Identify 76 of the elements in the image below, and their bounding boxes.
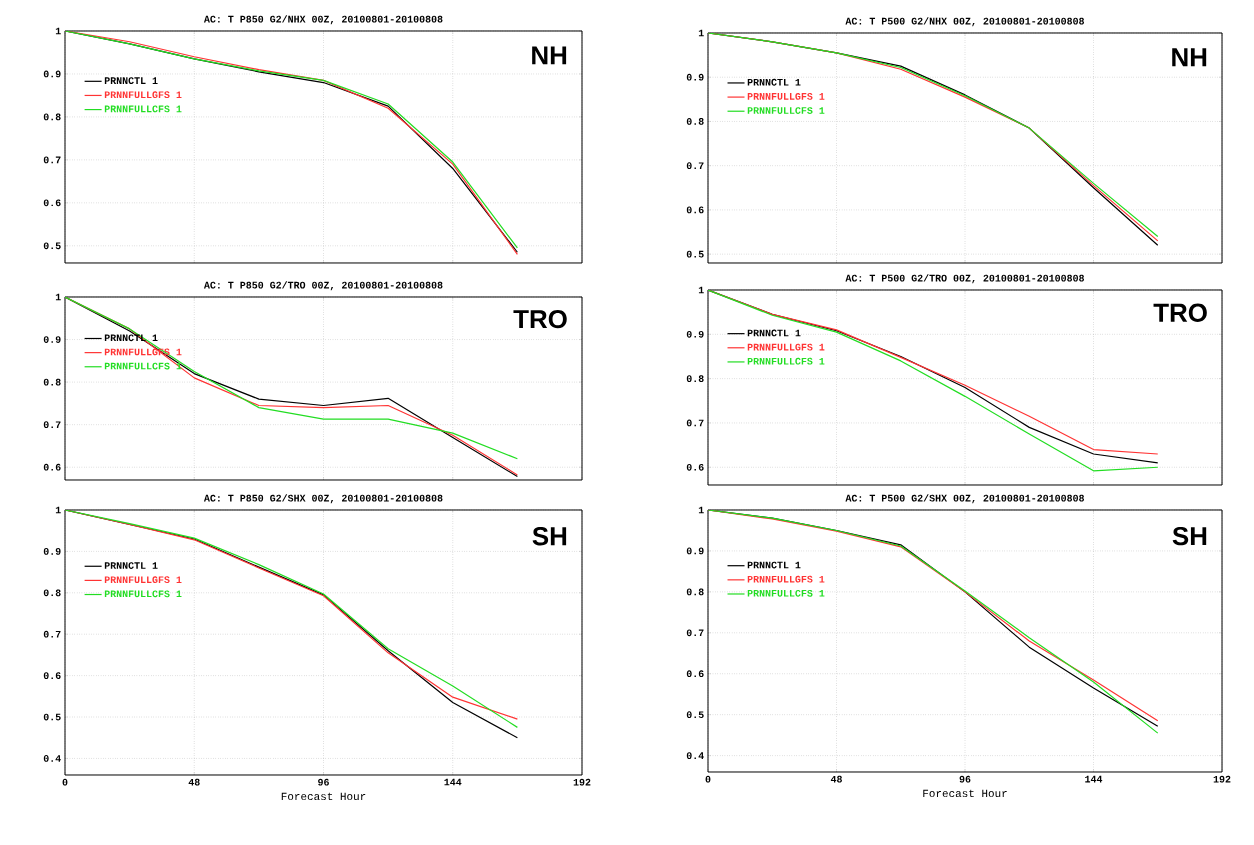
x-tick-label: 144 — [444, 778, 462, 786]
legend-label: PRNNCTL 1 — [104, 77, 158, 84]
y-tick-label: 0.7 — [686, 629, 704, 637]
x-tick-label: 0 — [705, 775, 711, 783]
y-tick-label: 0.8 — [686, 375, 704, 383]
y-tick-label: 0.9 — [43, 336, 61, 343]
annotation: NH — [532, 46, 567, 65]
y-tick-label: 0.6 — [686, 206, 704, 214]
y-tick-label: 0.8 — [43, 378, 61, 386]
y-tick-label: 0.8 — [43, 113, 61, 121]
y-tick-label: 0.9 — [686, 73, 704, 81]
chart-title: AC: T P500 G2/SHX 00Z, 20100801-20100808 — [845, 494, 1085, 504]
y-tick-label: 0.9 — [43, 548, 61, 555]
y-tick-label: 0.4 — [43, 755, 61, 762]
annotation: SH — [1172, 526, 1207, 546]
x-tick-label: 192 — [573, 778, 591, 786]
y-tick-label: 1 — [55, 27, 61, 35]
x-tick-label: 48 — [830, 775, 842, 783]
x-tick-label: 0 — [62, 778, 68, 786]
annotation: TRO — [1153, 303, 1207, 322]
annotation: SH — [532, 527, 567, 546]
y-tick-label: 0.6 — [686, 463, 704, 471]
y-tick-label: 0.5 — [43, 242, 61, 250]
x-tick-label: 144 — [1085, 775, 1103, 783]
y-tick-label: 0.8 — [686, 118, 704, 125]
legend-label: PRNNFULLCFS 1 — [747, 589, 825, 597]
y-tick-label: 1 — [698, 286, 704, 294]
legend-label: PRNNFULLCFS 1 — [104, 105, 182, 113]
legend-label: PRNNFULLGFS 1 — [747, 343, 825, 351]
x-tick-label: 96 — [959, 775, 971, 783]
y-tick-label: 0.5 — [686, 250, 704, 258]
y-tick-label: 1 — [55, 506, 61, 514]
legend-label: PRNNCTL 1 — [747, 561, 801, 569]
x-axis-title: Forecast Hour — [923, 789, 1007, 798]
legend-label: PRNNFULLGFS 1 — [747, 93, 825, 100]
y-tick-label: 0.6 — [43, 463, 61, 471]
y-tick-label: 0.4 — [686, 752, 704, 759]
y-tick-label: 0.7 — [43, 421, 61, 429]
chart-title: AC: T P850 G2/NHX 00Z, 20100801-20100808 — [203, 15, 443, 25]
x-tick-label: 96 — [318, 778, 329, 786]
chart-title: AC: T P850 G2/TRO 00Z, 20100801-20100808 — [203, 281, 443, 291]
y-tick-label: 0.7 — [686, 162, 704, 170]
y-tick-label: 0.7 — [43, 156, 61, 164]
legend-label: PRNNFULLCFS 1 — [747, 107, 825, 114]
y-tick-label: 0.8 — [43, 589, 61, 597]
y-tick-label: 0.9 — [686, 330, 704, 338]
legend-label: PRNNFULLGFS 1 — [747, 575, 825, 583]
legend-label: PRNNFULLCFS 1 — [747, 357, 825, 365]
y-tick-label: 1 — [698, 29, 704, 37]
y-tick-label: 0.5 — [686, 711, 704, 719]
y-tick-label: 0.8 — [686, 588, 704, 596]
chart-title: AC: T P500 G2/TRO 00Z, 20100801-20100808 — [845, 274, 1085, 284]
chart-title: AC: T P850 G2/SHX 00Z, 20100801-20100808 — [203, 494, 443, 504]
y-tick-label: 0.6 — [686, 670, 704, 678]
annotation: TRO — [513, 309, 567, 329]
legend-label: PRNNFULLCFS 1 — [104, 590, 182, 598]
y-tick-label: 0.7 — [686, 419, 704, 427]
legend-label: PRNNFULLGFS 1 — [104, 91, 182, 99]
y-tick-label: 0.5 — [43, 713, 61, 721]
chart-title: AC: T P500 G2/NHX 00Z, 20100801-20100808 — [845, 17, 1085, 27]
y-tick-label: 1 — [55, 293, 61, 301]
y-tick-label: 0.9 — [43, 70, 61, 78]
x-axis-title: Forecast Hour — [281, 792, 366, 801]
y-tick-label: 1 — [698, 506, 704, 514]
x-tick-label: 192 — [1213, 775, 1231, 783]
legend-label: PRNNFULLCFS 1 — [104, 362, 182, 370]
legend-label: PRNNFULLGFS 1 — [104, 576, 182, 584]
y-tick-label: 0.6 — [43, 199, 61, 207]
y-tick-label: 0.7 — [43, 630, 61, 638]
y-tick-label: 0.9 — [686, 547, 704, 555]
y-tick-label: 0.6 — [43, 672, 61, 679]
legend-label: PRNNCTL 1 — [747, 78, 801, 86]
x-tick-label: 48 — [188, 778, 200, 786]
legend-label: PRNNCTL 1 — [104, 562, 158, 569]
legend-label: PRNNCTL 1 — [747, 329, 801, 337]
annotation: NH — [1172, 48, 1207, 67]
